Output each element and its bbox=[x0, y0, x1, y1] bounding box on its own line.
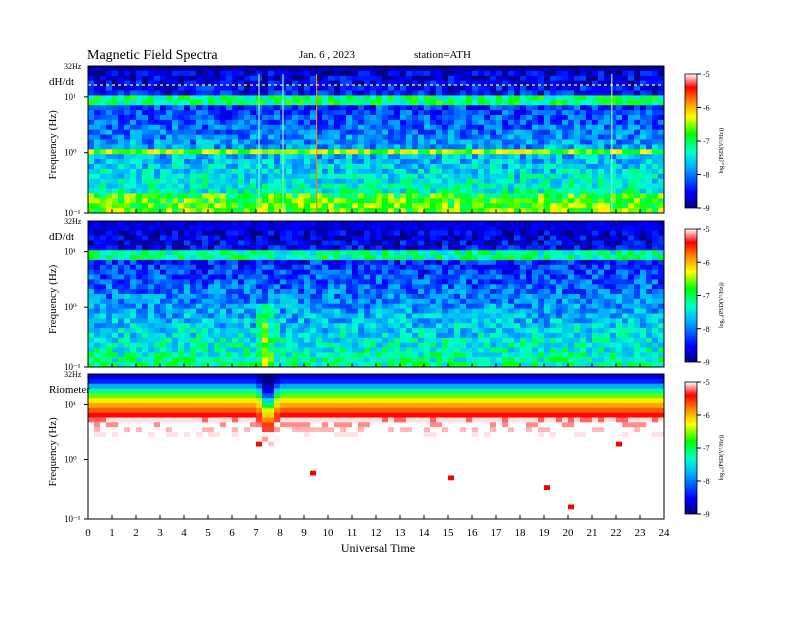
y-tick-label: 10¹ bbox=[64, 247, 76, 257]
event-streak bbox=[258, 74, 259, 211]
panel-label: Riometer bbox=[49, 384, 90, 396]
x-tick-label: 3 bbox=[157, 527, 163, 539]
x-tick-label: 4 bbox=[181, 527, 187, 539]
colorbar-tick-label: -9 bbox=[703, 358, 710, 367]
colorbar-label: log₁₀(PSD(V²/Hz)) bbox=[718, 435, 725, 481]
colorbar-tick-label: -9 bbox=[703, 510, 710, 519]
panel-label: dD/dt bbox=[49, 231, 74, 243]
colorbar-label: log₁₀(PSD(V²/Hz)) bbox=[718, 282, 725, 328]
x-tick-label: 9 bbox=[301, 527, 307, 539]
colorbar: -5 -6 -7 -8 -9 log₁₀(PSD(V²/Hz)) bbox=[685, 225, 725, 367]
spectrogram-cells bbox=[88, 66, 664, 213]
colorbar-tick-label: -8 bbox=[703, 325, 710, 334]
x-tick-label: 8 bbox=[277, 527, 283, 539]
x-tick-label: 0 bbox=[85, 527, 91, 539]
x-tick-label: 1 bbox=[109, 527, 115, 539]
colorbar-tick-label: -8 bbox=[703, 171, 710, 180]
x-tick-label: 22 bbox=[611, 527, 622, 539]
x-tick-label: 17 bbox=[491, 527, 503, 539]
x-tick-label: 16 bbox=[467, 527, 479, 539]
y-top-label: 32Hz bbox=[64, 217, 82, 226]
x-tick-label: 20 bbox=[563, 527, 575, 539]
spectrogram-cells bbox=[88, 374, 664, 519]
y-tick-label: 10⁰ bbox=[64, 148, 77, 158]
panel-label: dH/dt bbox=[49, 76, 74, 88]
x-tick-label: 13 bbox=[395, 527, 407, 539]
colorbar-tick-label: -5 bbox=[703, 378, 710, 387]
x-tick-label: 6 bbox=[229, 527, 235, 539]
colorbar-tick-label: -8 bbox=[703, 477, 710, 486]
x-tick-label: 14 bbox=[419, 527, 431, 539]
x-tick-label: 7 bbox=[253, 527, 259, 539]
colorbar-gradient bbox=[685, 74, 697, 208]
colorbar-tick-label: -7 bbox=[703, 137, 710, 146]
colorbar-tick-label: -7 bbox=[703, 444, 710, 453]
x-tick-label: 21 bbox=[587, 527, 598, 539]
colorbar: -5 -6 -7 -8 -9 log₁₀(PSD(V²/Hz)) bbox=[685, 70, 725, 213]
y-tick-label: 10¹ bbox=[64, 399, 76, 409]
y-top-label: 32Hz bbox=[64, 370, 82, 379]
x-tick-label: 24 bbox=[659, 527, 671, 539]
y-top-label: 32Hz bbox=[64, 62, 82, 71]
colorbar-tick-label: -6 bbox=[703, 104, 710, 113]
x-tick-label: 15 bbox=[443, 527, 455, 539]
spectrogram-cells bbox=[88, 221, 664, 367]
colorbar: -5 -6 -7 -8 -9 log₁₀(PSD(V²/Hz)) bbox=[685, 378, 725, 519]
x-tick-label: 12 bbox=[371, 527, 382, 539]
y-axis-label: Frequency (Hz) bbox=[47, 417, 59, 487]
y-tick-label: 10⁰ bbox=[64, 455, 77, 465]
colorbar-tick-label: -9 bbox=[703, 204, 710, 213]
figure-date: Jan. 6 , 2023 bbox=[299, 49, 355, 61]
colorbar-gradient bbox=[685, 382, 697, 514]
x-tick-label: 19 bbox=[539, 527, 551, 539]
figure-title: Magnetic Field Spectra bbox=[87, 48, 218, 63]
event-streak bbox=[282, 74, 283, 211]
event-streak bbox=[611, 74, 612, 211]
colorbar-tick-label: -5 bbox=[703, 70, 710, 79]
colorbar-label: log₁₀(PSD(V²/Hz)) bbox=[718, 128, 725, 174]
colorbar-tick-label: -7 bbox=[703, 292, 710, 301]
y-axis-label: Frequency (Hz) bbox=[47, 110, 59, 180]
x-tick-label: 5 bbox=[205, 527, 211, 539]
colorbar-tick-label: -6 bbox=[703, 411, 710, 420]
y-tick-label: 10⁰ bbox=[64, 302, 77, 312]
colorbar-gradient bbox=[685, 229, 697, 362]
panel-3: 32Hz 10¹ 10⁰ 10⁻¹ Frequency (Hz) Riometer -5 -6… bbox=[47, 370, 725, 524]
y-tick-label: 10¹ bbox=[64, 92, 76, 102]
x-tick-label: 10 bbox=[323, 527, 335, 539]
x-tick-label: 11 bbox=[347, 527, 358, 539]
figure-station: station=ATH bbox=[414, 49, 471, 61]
x-tick-label: 18 bbox=[515, 527, 527, 539]
x-tick-label: 23 bbox=[635, 527, 647, 539]
colorbar-tick-label: -6 bbox=[703, 258, 710, 267]
colorbar-tick-label: -5 bbox=[703, 225, 710, 234]
y-tick-label: 10⁻¹ bbox=[64, 514, 81, 524]
x-axis-label: Universal Time bbox=[341, 541, 415, 555]
event-streak bbox=[316, 74, 317, 211]
y-axis-label: Frequency (Hz) bbox=[47, 264, 59, 334]
x-tick-label: 2 bbox=[133, 527, 139, 539]
